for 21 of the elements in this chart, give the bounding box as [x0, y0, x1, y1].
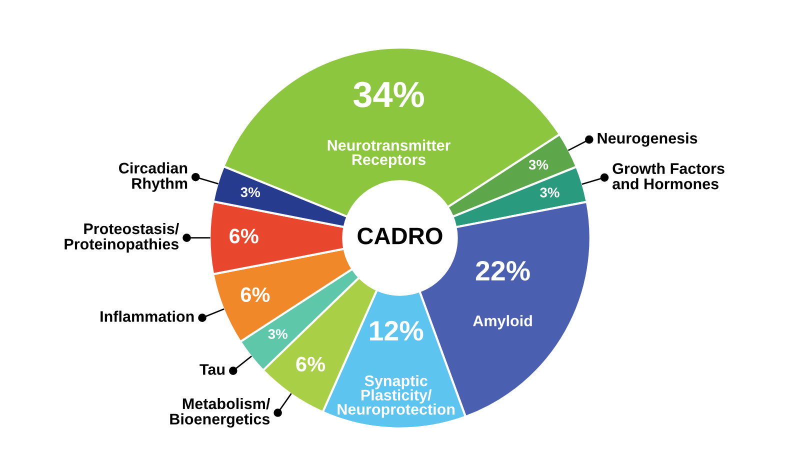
slice-label: Circadian Rhythm — [119, 162, 188, 192]
slice-label: Proteostasis/ Proteinopathies — [64, 222, 179, 253]
data-label: 3% — [540, 188, 560, 198]
slice-label: Neurogenesis — [598, 132, 698, 147]
slice-label: Neurotransmitter Receptors — [328, 140, 451, 168]
data-label: 3% — [268, 329, 288, 339]
data-label: 3% — [240, 187, 260, 198]
slice-label: Synaptic Plasticity/ Neuroprotection — [338, 375, 455, 418]
data-label: 3% — [528, 160, 548, 170]
data-label: 12% — [370, 320, 424, 341]
slice-label: Amyloid — [473, 315, 532, 330]
data-label: 6% — [240, 287, 270, 302]
slice-label: Tau — [200, 364, 225, 375]
data-label: 34% — [353, 82, 424, 108]
data-label: 6% — [296, 356, 326, 372]
text: CADRO — [358, 228, 442, 244]
slice-label: Metabolism/ Bioenergetics — [170, 398, 270, 428]
slice-label: Growth Factors and Hormones — [612, 162, 724, 190]
data-label: 22% — [476, 260, 530, 281]
data-label: 6% — [230, 228, 258, 244]
slice-label: Inflammation — [100, 310, 194, 322]
